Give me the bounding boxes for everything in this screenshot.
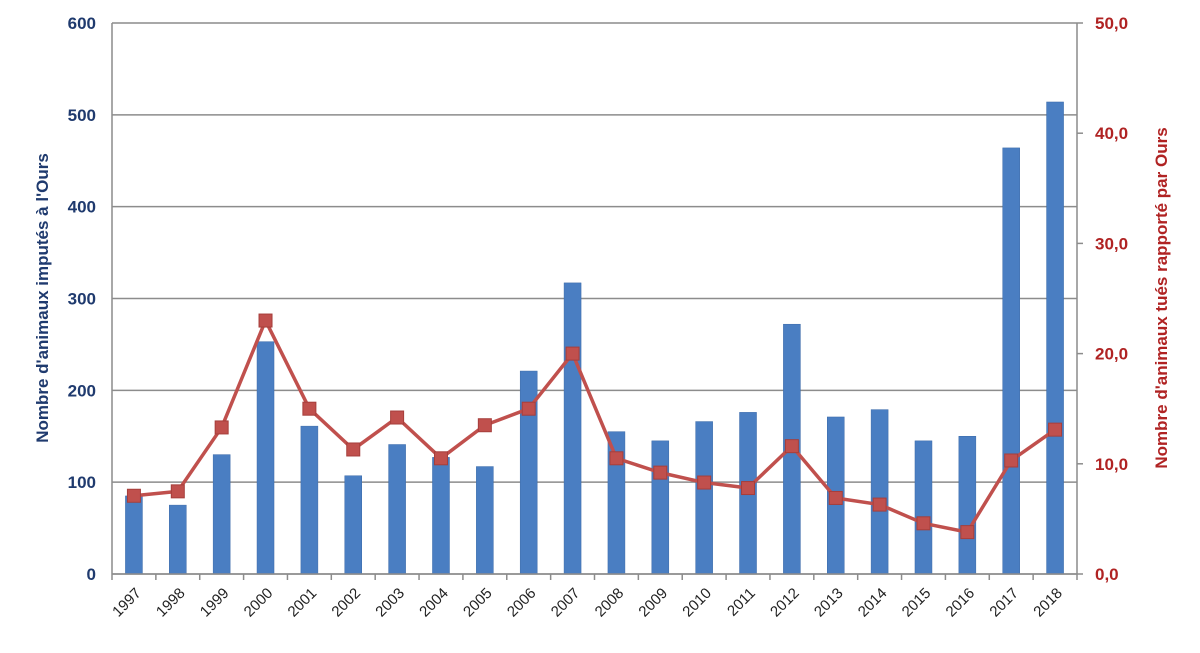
bar [388, 444, 406, 575]
line-point [872, 497, 887, 512]
x-tick-label: 2007 [548, 585, 584, 621]
bar [476, 466, 494, 575]
left-axis-title: Nombre d'animaux imputés à l'Ours [33, 153, 52, 443]
line-point [565, 346, 580, 361]
x-tick-label: 2000 [241, 585, 277, 621]
line-point [960, 525, 975, 540]
line-point [433, 451, 448, 466]
line-point [214, 420, 229, 435]
bar [1002, 147, 1020, 575]
bar-series [125, 101, 1064, 575]
x-tick-label: 2008 [592, 585, 628, 621]
line-point [609, 451, 624, 466]
right-axis-title: Nombre d'animaux tués rapporté par Ours [1152, 127, 1171, 468]
x-tick-label: 2002 [328, 585, 364, 621]
right-tick-label: 40,0 [1095, 124, 1128, 143]
bar [695, 421, 713, 575]
right-tick-label: 20,0 [1095, 345, 1128, 364]
bar [563, 282, 582, 575]
line-point [390, 410, 405, 425]
line-point [521, 401, 536, 416]
line-point [653, 465, 668, 480]
x-axis-ticks: 1997 1998 1999 2000 2001 2002 2003 2004 2005 2006… [109, 585, 1066, 621]
line-point [741, 481, 756, 496]
x-tick-label: 2001 [285, 585, 321, 621]
line-point [784, 439, 799, 454]
x-tick-label: 2015 [899, 585, 935, 621]
line-point [828, 490, 843, 505]
x-tick-label: 2016 [943, 585, 979, 621]
x-tick-label: 2014 [855, 585, 891, 621]
axes [111, 22, 1083, 580]
right-tick-label: 50,0 [1095, 14, 1128, 33]
x-tick-label: 2011 [724, 585, 759, 620]
right-tick-label: 10,0 [1095, 455, 1128, 474]
x-tick-label: 2018 [1030, 585, 1066, 621]
x-tick-label: 2006 [504, 585, 540, 621]
left-tick-label: 400 [68, 198, 96, 217]
left-tick-label: 300 [68, 290, 96, 309]
right-tick-label: 30,0 [1095, 234, 1128, 253]
x-tick-label: 2003 [372, 585, 408, 621]
left-tick-label: 0 [87, 565, 96, 584]
x-tick-label: 2017 [986, 585, 1022, 621]
bar [651, 440, 670, 575]
bar [870, 409, 889, 575]
line-point [697, 475, 712, 490]
line-point [126, 488, 141, 503]
bar [344, 475, 362, 575]
bar [432, 457, 450, 575]
line-point [477, 418, 492, 433]
x-tick-label: 1997 [109, 585, 145, 621]
x-tick-label: 1998 [153, 585, 189, 621]
line-point [258, 313, 273, 328]
x-tick-label: 2009 [636, 585, 672, 621]
gridlines [112, 22, 1077, 575]
right-tick-label: 0,0 [1095, 565, 1119, 584]
bar [169, 504, 187, 575]
x-tick-label: 2005 [460, 585, 496, 621]
line-point [346, 442, 361, 457]
left-axis-ticks: 0 100 200 300 400 500 600 [68, 14, 96, 584]
line-path [133, 318, 1057, 534]
x-tick-label: 2012 [767, 585, 803, 621]
bar [212, 454, 231, 575]
x-tick-label: 1999 [197, 585, 233, 621]
left-tick-label: 600 [68, 14, 96, 33]
line-point [1048, 422, 1063, 437]
bar [125, 495, 143, 575]
bar [256, 341, 275, 575]
bar [914, 440, 933, 575]
line-point [1004, 453, 1019, 468]
left-tick-label: 100 [68, 473, 96, 492]
line-series [126, 313, 1063, 540]
line-point [170, 484, 185, 499]
bar [300, 425, 319, 575]
x-tick-label: 2004 [416, 585, 452, 621]
left-tick-label: 500 [68, 106, 96, 125]
line-point [916, 516, 931, 531]
x-tick-label: 2013 [811, 585, 847, 621]
left-tick-label: 200 [68, 381, 96, 400]
bar [958, 436, 977, 575]
bar [1046, 101, 1064, 575]
line-point [302, 401, 317, 416]
x-tick-label: 2010 [679, 585, 715, 621]
right-axis-ticks: 0,0 10,0 20,0 30,0 40,0 50,0 [1095, 14, 1128, 584]
